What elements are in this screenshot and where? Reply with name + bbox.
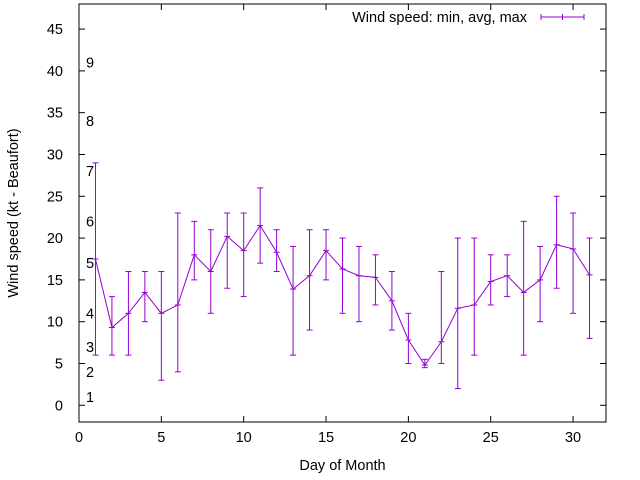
x-tick-label: 10: [236, 430, 252, 446]
legend-label: Wind speed: min, avg, max: [352, 10, 528, 26]
beaufort-label: 8: [86, 114, 94, 130]
y-tick-label: 15: [47, 273, 63, 289]
y-tick-label: 0: [55, 398, 63, 414]
x-tick-label: 25: [483, 430, 499, 446]
plot-border: [78, 3, 607, 423]
legend: Wind speed: min, avg, max: [352, 10, 585, 26]
x-tick-label: 15: [318, 430, 334, 446]
beaufort-label: 6: [86, 214, 94, 230]
beaufort-label: 5: [86, 256, 94, 272]
beaufort-label: 1: [86, 390, 94, 406]
beaufort-label: 7: [86, 164, 94, 180]
x-tick-label: 20: [400, 430, 416, 446]
x-tick-label: 30: [565, 430, 581, 446]
y-tick-label: 10: [47, 315, 63, 331]
beaufort-label: 3: [86, 340, 94, 356]
y-tick-label: 30: [47, 147, 63, 163]
beaufort-label: 2: [86, 365, 94, 381]
x-tick-label: 0: [75, 430, 83, 446]
y-tick-label: 40: [47, 64, 63, 80]
y-axis-title: Wind speed (kt - Beaufort): [6, 128, 22, 297]
beaufort-label: 9: [86, 56, 94, 72]
y-tick-label: 5: [55, 356, 63, 372]
x-tick-label: 5: [157, 430, 165, 446]
y-tick-label: 35: [47, 106, 63, 122]
beaufort-label: 4: [86, 306, 94, 322]
y-tick-label: 45: [47, 22, 63, 38]
y-tick-label: 25: [47, 189, 63, 205]
x-axis-title: Day of Month: [299, 458, 385, 474]
y-tick-label: 20: [47, 231, 63, 247]
